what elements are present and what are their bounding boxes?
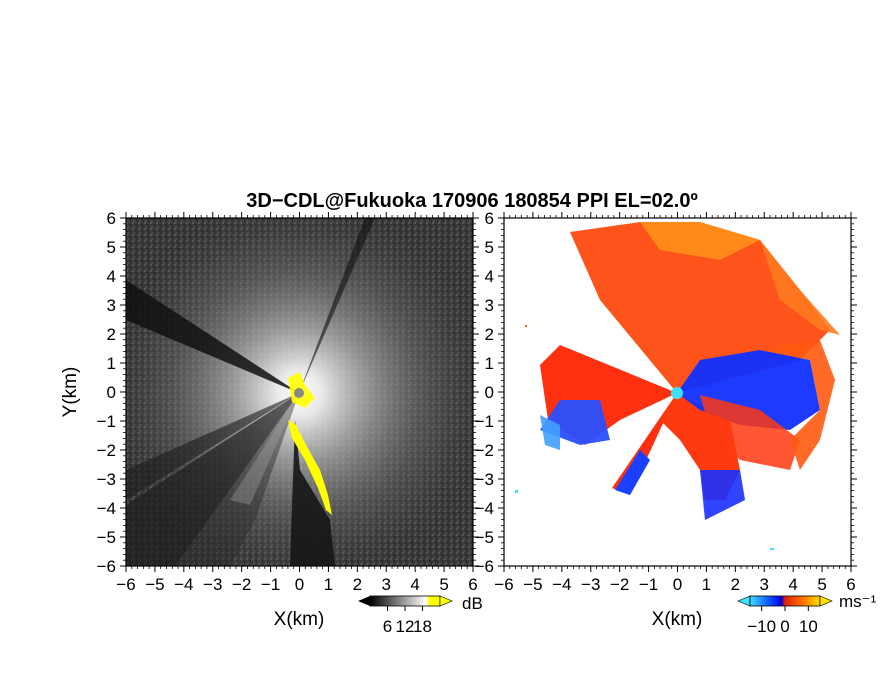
velocity-x-label: X(km) — [652, 609, 703, 630]
velocity-x-tick-label: −6 — [494, 575, 513, 594]
reflectivity-y-tick-label: 1 — [107, 354, 116, 373]
velocity-x-tick-label: −3 — [581, 575, 600, 594]
reflectivity-image — [126, 218, 473, 566]
reflectivity-y-tick-label: 5 — [107, 238, 116, 257]
colorbar-tick-label: 0 — [780, 617, 789, 636]
velocity-colorbar: −10 0 10 ms⁻¹ — [737, 592, 877, 636]
reflectivity-x-tick-label: −5 — [145, 575, 164, 594]
colorbar-tick-label: 6 — [383, 617, 392, 636]
velocity-y-tick-label: −5 — [475, 528, 494, 547]
velocity-image — [515, 222, 840, 550]
velocity-y-tick-label: 5 — [485, 238, 494, 257]
chart-title: 3D−CDL@Fukuoka 170906 180854 PPI EL=02.0… — [246, 190, 698, 212]
reflectivity-x-tick-label: −2 — [232, 575, 251, 594]
velocity-x-tick-label: −2 — [610, 575, 629, 594]
reflectivity-x-tick-label: 4 — [410, 575, 419, 594]
colorbar-tick-label: 12 — [396, 617, 415, 636]
reflectivity-x-tick-label: 0 — [295, 575, 304, 594]
velocity-y-tick-label: 0 — [485, 383, 494, 402]
velocity-x-tick-label: 4 — [788, 575, 797, 594]
reflectivity-x-tick-label: 2 — [353, 575, 362, 594]
velocity-y-tick-label: −1 — [475, 412, 494, 431]
reflectivity-y-tick-label: 0 — [107, 383, 116, 402]
reflectivity-y-tick-label: 2 — [107, 325, 116, 344]
velocity-x-tick-label: −1 — [639, 575, 658, 594]
velocity-y-tick-label: −3 — [475, 470, 494, 489]
velocity-y-tick-label: 3 — [485, 296, 494, 315]
reflectivity-x-tick-label: −6 — [116, 575, 135, 594]
reflectivity-y-tick-label: 4 — [107, 267, 116, 286]
velocity-x-tick-label: 3 — [760, 575, 769, 594]
velocity-y-tick-label: 4 — [485, 267, 494, 286]
velocity-x-tick-label: 0 — [673, 575, 682, 594]
velocity-y-tick-label: 6 — [485, 209, 494, 228]
reflectivity-x-tick-label: −1 — [261, 575, 280, 594]
reflectivity-x-tick-label: 5 — [439, 575, 448, 594]
velocity-y-tick-label: −6 — [475, 557, 494, 576]
reflectivity-x-label: X(km) — [274, 609, 325, 630]
reflectivity-y-tick-label: 3 — [107, 296, 116, 315]
reflectivity-y-tick-label: −1 — [97, 412, 116, 431]
reflectivity-y-tick-label: −3 — [97, 470, 116, 489]
reflectivity-colorbar-unit: dB — [462, 594, 483, 613]
reflectivity-x-tick-label: 1 — [324, 575, 333, 594]
reflectivity-y-label: Y(km) — [60, 367, 81, 418]
velocity-x-tick-label: 5 — [817, 575, 826, 594]
velocity-y-tick-label: −2 — [475, 441, 494, 460]
reflectivity-x-tick-label: −4 — [174, 575, 193, 594]
colorbar-tick-label: 10 — [799, 617, 818, 636]
reflectivity-y-tick-label: −6 — [97, 557, 116, 576]
reflectivity-x-tick-label: −3 — [203, 575, 222, 594]
velocity-x-tick-label: 1 — [702, 575, 711, 594]
velocity-colorbar-ticks: −10 0 10 — [747, 606, 818, 636]
reflectivity-y-tick-label: −5 — [97, 528, 116, 547]
velocity-x-tick-label: −5 — [523, 575, 542, 594]
reflectivity-x-tick-label: 6 — [468, 575, 477, 594]
colorbar-tick-label: −10 — [747, 617, 776, 636]
velocity-x-tick-label: 6 — [846, 575, 855, 594]
reflectivity-y-tick-label: −4 — [97, 499, 116, 518]
reflectivity-y-tick-label: −2 — [97, 441, 116, 460]
velocity-y-tick-label: −4 — [475, 499, 494, 518]
velocity-y-tick-label: 2 — [485, 325, 494, 344]
reflectivity-x-tick-label: 3 — [382, 575, 391, 594]
colorbar-tick-label: 18 — [413, 617, 432, 636]
velocity-colorbar-unit: ms⁻¹ — [839, 592, 877, 611]
velocity-y-tick-label: 1 — [485, 354, 494, 373]
velocity-x-tick-label: −4 — [552, 575, 571, 594]
velocity-x-tick-label: 2 — [731, 575, 740, 594]
reflectivity-y-tick-label: 6 — [107, 209, 116, 228]
